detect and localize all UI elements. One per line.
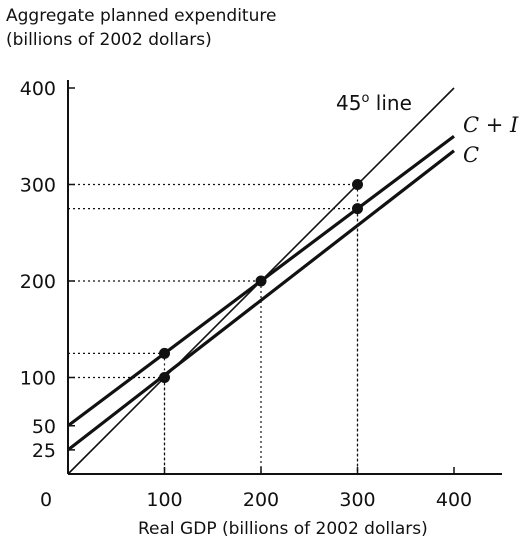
x-axis-title: Real GDP (billions of 2002 dollars) (138, 519, 428, 539)
y-tick-label: 200 (20, 271, 56, 293)
axes (67, 80, 502, 475)
y-tick-label: 25 (32, 440, 56, 462)
x-tick-label: 200 (243, 489, 279, 511)
label-c-line: C (463, 143, 479, 167)
x-tick-label: 0 (40, 489, 52, 511)
guide-lines (68, 183, 359, 474)
equilibrium-points (159, 179, 363, 383)
equilibrium-point (159, 372, 170, 383)
y-axis-title-line1: Aggregate planned expenditure (6, 6, 277, 26)
y-axis-title-line2: (billions of 2002 dollars) (6, 30, 212, 50)
label-c-plus-i-line: C + I (463, 113, 519, 137)
series-line-c (67, 149, 455, 452)
equilibrium-point (255, 275, 267, 287)
y-tick-label: 50 (32, 416, 56, 438)
equilibrium-point (352, 203, 363, 215)
x-tick-label: 400 (436, 489, 472, 511)
y-tick-label: 300 (20, 175, 56, 197)
label-45-degree-line: 45o line (336, 91, 412, 115)
series-labels: 45o line C + I C (336, 91, 519, 167)
y-tick-label: 100 (20, 368, 56, 390)
y-axis-title: Aggregate planned expenditure (billions … (6, 4, 276, 52)
equilibrium-point (159, 347, 170, 359)
y-tick-label: 400 (20, 78, 56, 100)
x-tick-label: 300 (339, 489, 375, 511)
equilibrium-point (352, 179, 363, 190)
x-tick-label: 100 (146, 489, 182, 511)
